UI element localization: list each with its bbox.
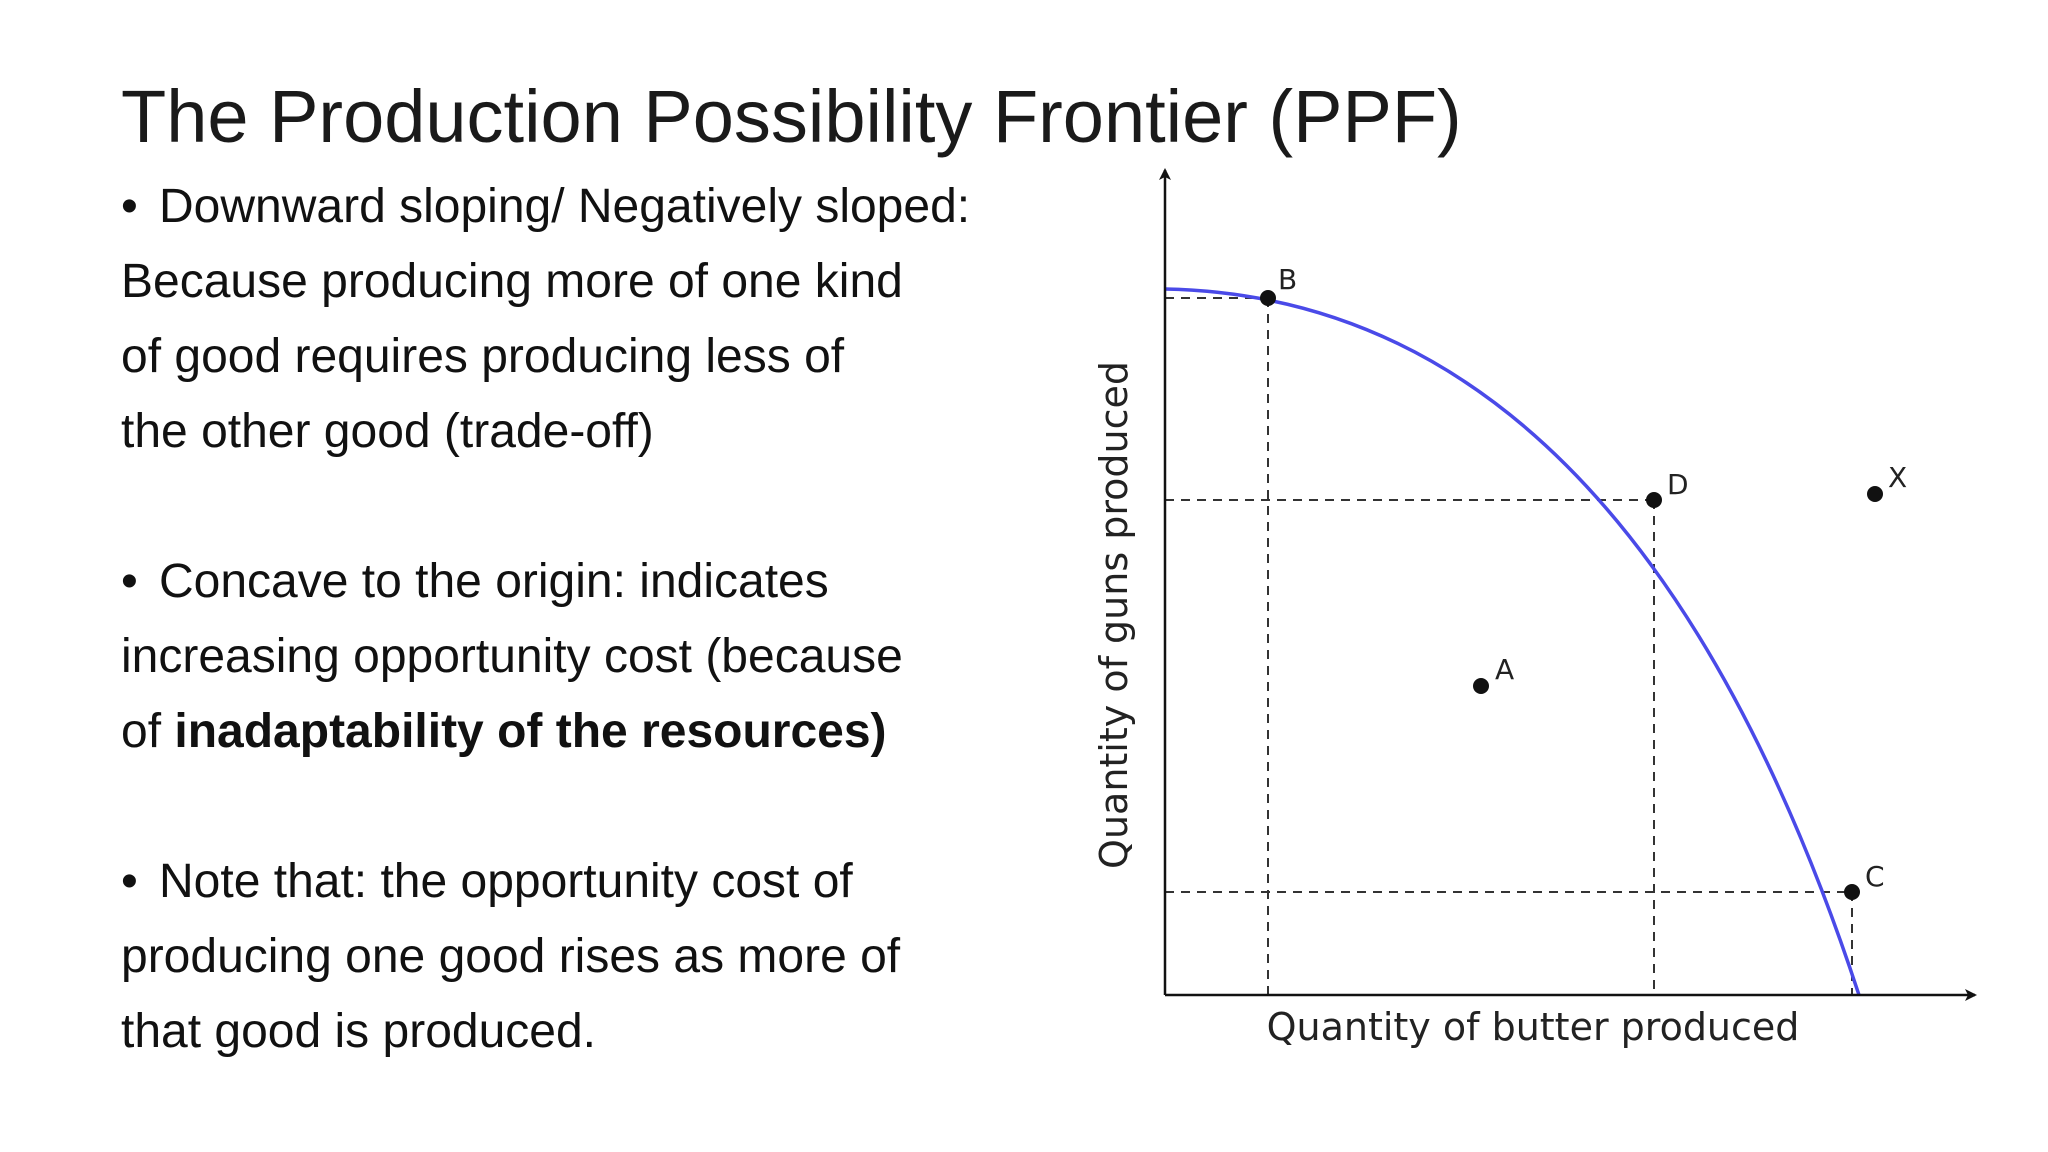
guide-lines: [1165, 297, 1853, 995]
bullet-downward-sloping: • Downward sloping/ Negatively sloped: Be…: [121, 169, 1071, 469]
x-axis-label: Quantity of butter produced: [1267, 1005, 1800, 1049]
point-b: [1260, 290, 1276, 306]
ppf-diagram: B D C A X Quantity of butter produced Qu…: [1092, 168, 1977, 1049]
point-label-c: C: [1865, 860, 1885, 893]
point-label-d: D: [1667, 468, 1689, 501]
bullet-concave: • Concave to the origin: indicates increa…: [121, 544, 1071, 769]
y-axis-label: Quantity of guns produced: [1092, 361, 1136, 869]
bullet-text-line: that good is produced.: [121, 1005, 597, 1058]
bullet-text-prefix: of: [121, 705, 175, 758]
bullet-text-line: Concave to the origin: indicates: [159, 555, 829, 608]
bullet-text-emphasis: inadaptability of the resources): [174, 705, 887, 758]
point-a: [1473, 678, 1489, 694]
bullet-text-line: producing one good rises as more of: [121, 930, 901, 983]
bullet-list: • Downward sloping/ Negatively sloped: Be…: [121, 169, 1071, 1069]
slide-title: The Production Possibility Frontier (PPF…: [121, 75, 1462, 158]
bullet-dot-icon: •: [121, 855, 138, 908]
bullet-text-line: the other good (trade-off): [121, 405, 654, 458]
bullet-dot-icon: •: [121, 180, 138, 233]
point-x: [1867, 486, 1883, 502]
bullet-note: • Note that: the opportunity cost of prod…: [121, 844, 1071, 1069]
point-label-a: A: [1495, 653, 1514, 686]
ppf-curve: [1164, 287, 1861, 996]
point-label-x: X: [1888, 461, 1907, 494]
point-c: [1844, 884, 1860, 900]
bullet-text-line: Downward sloping/ Negatively sloped:: [159, 180, 971, 233]
bullet-text-line: Note that: the opportunity cost of: [159, 855, 853, 908]
bullet-text-line: increasing opportunity cost (because: [121, 630, 903, 683]
bullet-text-line: of good requires producing less of: [121, 330, 845, 383]
point-label-b: B: [1278, 263, 1297, 296]
bullet-dot-icon: •: [121, 555, 138, 608]
bullet-text-line: Because producing more of one kind: [121, 255, 903, 308]
point-d: [1646, 492, 1662, 508]
